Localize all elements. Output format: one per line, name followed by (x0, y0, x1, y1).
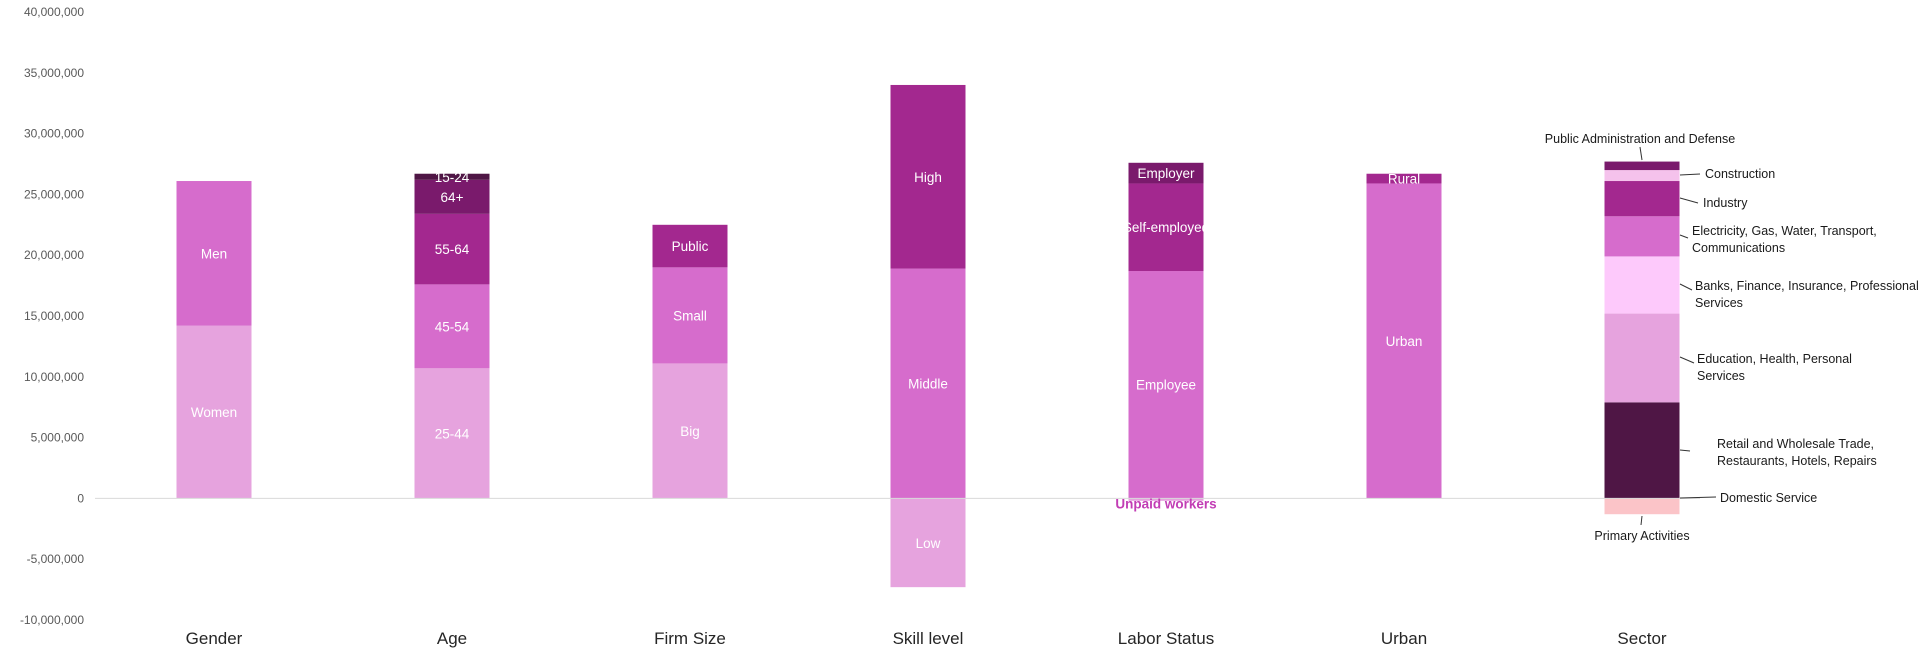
sector-annotation-education-health-personal-services: Services (1697, 369, 1745, 383)
sector-annotation-construction: Construction (1705, 167, 1775, 181)
y-tick-label: 35,000,000 (24, 66, 84, 80)
annotation-leader-line (1640, 515, 1643, 526)
y-tick-label: 10,000,000 (24, 370, 84, 384)
segment-label-middle: Middle (908, 376, 948, 391)
bar-segment-construction (1604, 170, 1680, 182)
bar-segment-primary-activities (1604, 498, 1680, 515)
bar-segment-64 (414, 179, 490, 214)
y-tick-label: 20,000,000 (24, 248, 84, 262)
bar-segment-industry (1604, 181, 1680, 217)
bar-segment-big (652, 363, 728, 499)
bar-segment-middle (890, 268, 966, 499)
bar-segment-small (652, 267, 728, 364)
category-label-skill-level: Skill level (893, 629, 964, 648)
annotation-leader-line (1679, 496, 1717, 499)
category-label-urban: Urban (1381, 629, 1427, 648)
annotation-leader-line (1639, 146, 1643, 161)
bar-segment-banks-finance-insurance-professional-services (1604, 256, 1680, 314)
category-label-age: Age (437, 629, 467, 648)
y-tick-label: 0 (77, 491, 84, 505)
bar-segment-25-44 (414, 368, 490, 499)
bar-segment-self-employed (1128, 183, 1204, 272)
sector-annotation-education-health-personal-services: Education, Health, Personal (1697, 352, 1852, 366)
segment-label-employee: Employee (1136, 378, 1196, 393)
segment-label-public: Public (672, 239, 709, 254)
y-tick-label: -5,000,000 (27, 552, 85, 566)
sector-annotation-electricity-gas-water-transport-communications: Communications (1692, 241, 1785, 255)
category-label-labor-status: Labor Status (1118, 629, 1214, 648)
segment-label-64: 64+ (441, 190, 464, 205)
bar-segment-high (890, 84, 966, 269)
bar-segment-education-health-personal-services (1604, 313, 1680, 403)
bar-segment-public-administration-and-defense (1604, 161, 1680, 171)
sector-annotation-industry: Industry (1703, 196, 1748, 210)
sector-annotation-retail-and-wholesale-trade-restaurants-hotels-repairs: Restaurants, Hotels, Repairs (1717, 454, 1877, 468)
sector-annotation-domestic-service: Domestic Service (1720, 491, 1817, 505)
bar-segment-rural (1366, 173, 1442, 184)
annotation-leader-line (1679, 449, 1691, 452)
sector-annotation-electricity-gas-water-transport-communications: Electricity, Gas, Water, Transport, (1692, 224, 1877, 238)
segment-label-small: Small (673, 308, 707, 323)
segment-label-men: Men (201, 246, 227, 261)
sector-annotation-banks-finance-insurance-professional-services: Banks, Finance, Insurance, Professional (1695, 279, 1919, 293)
sector-annotation-public-administration-and-defense: Public Administration and Defense (1545, 132, 1735, 146)
sector-annotation-retail-and-wholesale-trade-restaurants-hotels-repairs: Retail and Wholesale Trade, (1717, 437, 1874, 451)
category-label-firm-size: Firm Size (654, 629, 726, 648)
bar-segment-15-24 (414, 173, 490, 180)
sector-annotation-banks-finance-insurance-professional-services: Services (1695, 296, 1743, 310)
bar-segment-retail-and-wholesale-trade-restaurants-hotels-repairs (1604, 402, 1680, 499)
segment-label-women: Women (191, 405, 237, 420)
y-tick-label: 25,000,000 (24, 187, 84, 201)
bar-stacks (176, 84, 1680, 588)
annotation-leader-line (1679, 234, 1689, 239)
bar-segment-public (652, 224, 728, 268)
segment-label-25-44: 25-44 (435, 426, 470, 441)
sector-annotations: Public Administration and Defense Constru… (1545, 132, 1919, 543)
annotation-leader-line (1679, 173, 1701, 176)
y-tick-label: 30,000,000 (24, 127, 84, 141)
bar-segment-men (176, 181, 252, 326)
category-label-sector: Sector (1617, 629, 1666, 648)
bar-segment-employer (1128, 162, 1204, 184)
segment-label-rural: Rural (1388, 172, 1420, 187)
bar-segment-low (890, 498, 966, 588)
bar-segment-women (176, 325, 252, 499)
category-label-gender: Gender (186, 629, 243, 648)
segment-label-15-24: 15-24 (435, 170, 470, 185)
x-axis: Gender Age Firm Size Skill level Labor Statu… (186, 629, 1667, 648)
bar-segment-55-64 (414, 213, 490, 285)
segment-label-self-employed: Self-employed (1123, 220, 1209, 235)
bar-segment-urban (1366, 183, 1442, 499)
annotation-leader-line (1679, 356, 1695, 364)
sector-annotation-primary-activities: Primary Activities (1594, 529, 1689, 543)
annotation-leader-line (1679, 197, 1699, 204)
segment-label-employer: Employer (1137, 166, 1195, 181)
bar-segment-unpaid-workers (1128, 498, 1204, 501)
segment-label-45-54: 45-54 (435, 319, 470, 334)
y-tick-label: 40,000,000 (24, 5, 84, 19)
segment-label-unpaid-workers: Unpaid workers (1115, 496, 1216, 511)
segment-label-55-64: 55-64 (435, 242, 470, 257)
segment-label-big: Big (680, 424, 700, 439)
segment-label-urban: Urban (1386, 334, 1423, 349)
y-axis: -10,000,000 -5,000,000 0 5,000,000 10,000,00… (20, 5, 84, 627)
bar-segment-electricity-gas-water-transport-communications (1604, 216, 1680, 257)
y-tick-label: 15,000,000 (24, 309, 84, 323)
y-tick-label: 5,000,000 (31, 431, 85, 445)
y-tick-label: -10,000,000 (20, 613, 84, 627)
annotation-leader-line (1679, 283, 1693, 291)
segment-label-high: High (914, 170, 942, 185)
segment-labels: Women Men 25-44 45-54 55-64 64+ 15-24 Big Small P… (191, 166, 1423, 551)
bar-segment-employee (1128, 271, 1204, 499)
bar-segment-45-54 (414, 284, 490, 369)
segment-label-low: Low (916, 536, 941, 551)
